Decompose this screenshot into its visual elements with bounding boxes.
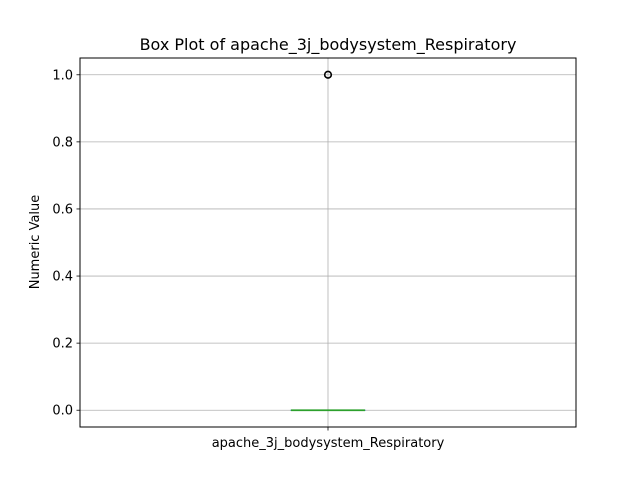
y-axis-label: Numeric Value [28, 195, 43, 290]
y-tick-label: 0.0 [52, 404, 73, 419]
y-tick-label: 1.0 [52, 68, 73, 83]
y-tick-label: 0.8 [52, 135, 73, 150]
chart-title: Box Plot of apache_3j_bodysystem_Respira… [140, 35, 517, 55]
y-tick-label: 0.4 [52, 270, 73, 285]
y-tick-label: 0.6 [52, 202, 73, 217]
y-tick-label: 0.2 [52, 337, 73, 352]
x-tick-label: apache_3j_bodysystem_Respiratory [212, 436, 445, 451]
